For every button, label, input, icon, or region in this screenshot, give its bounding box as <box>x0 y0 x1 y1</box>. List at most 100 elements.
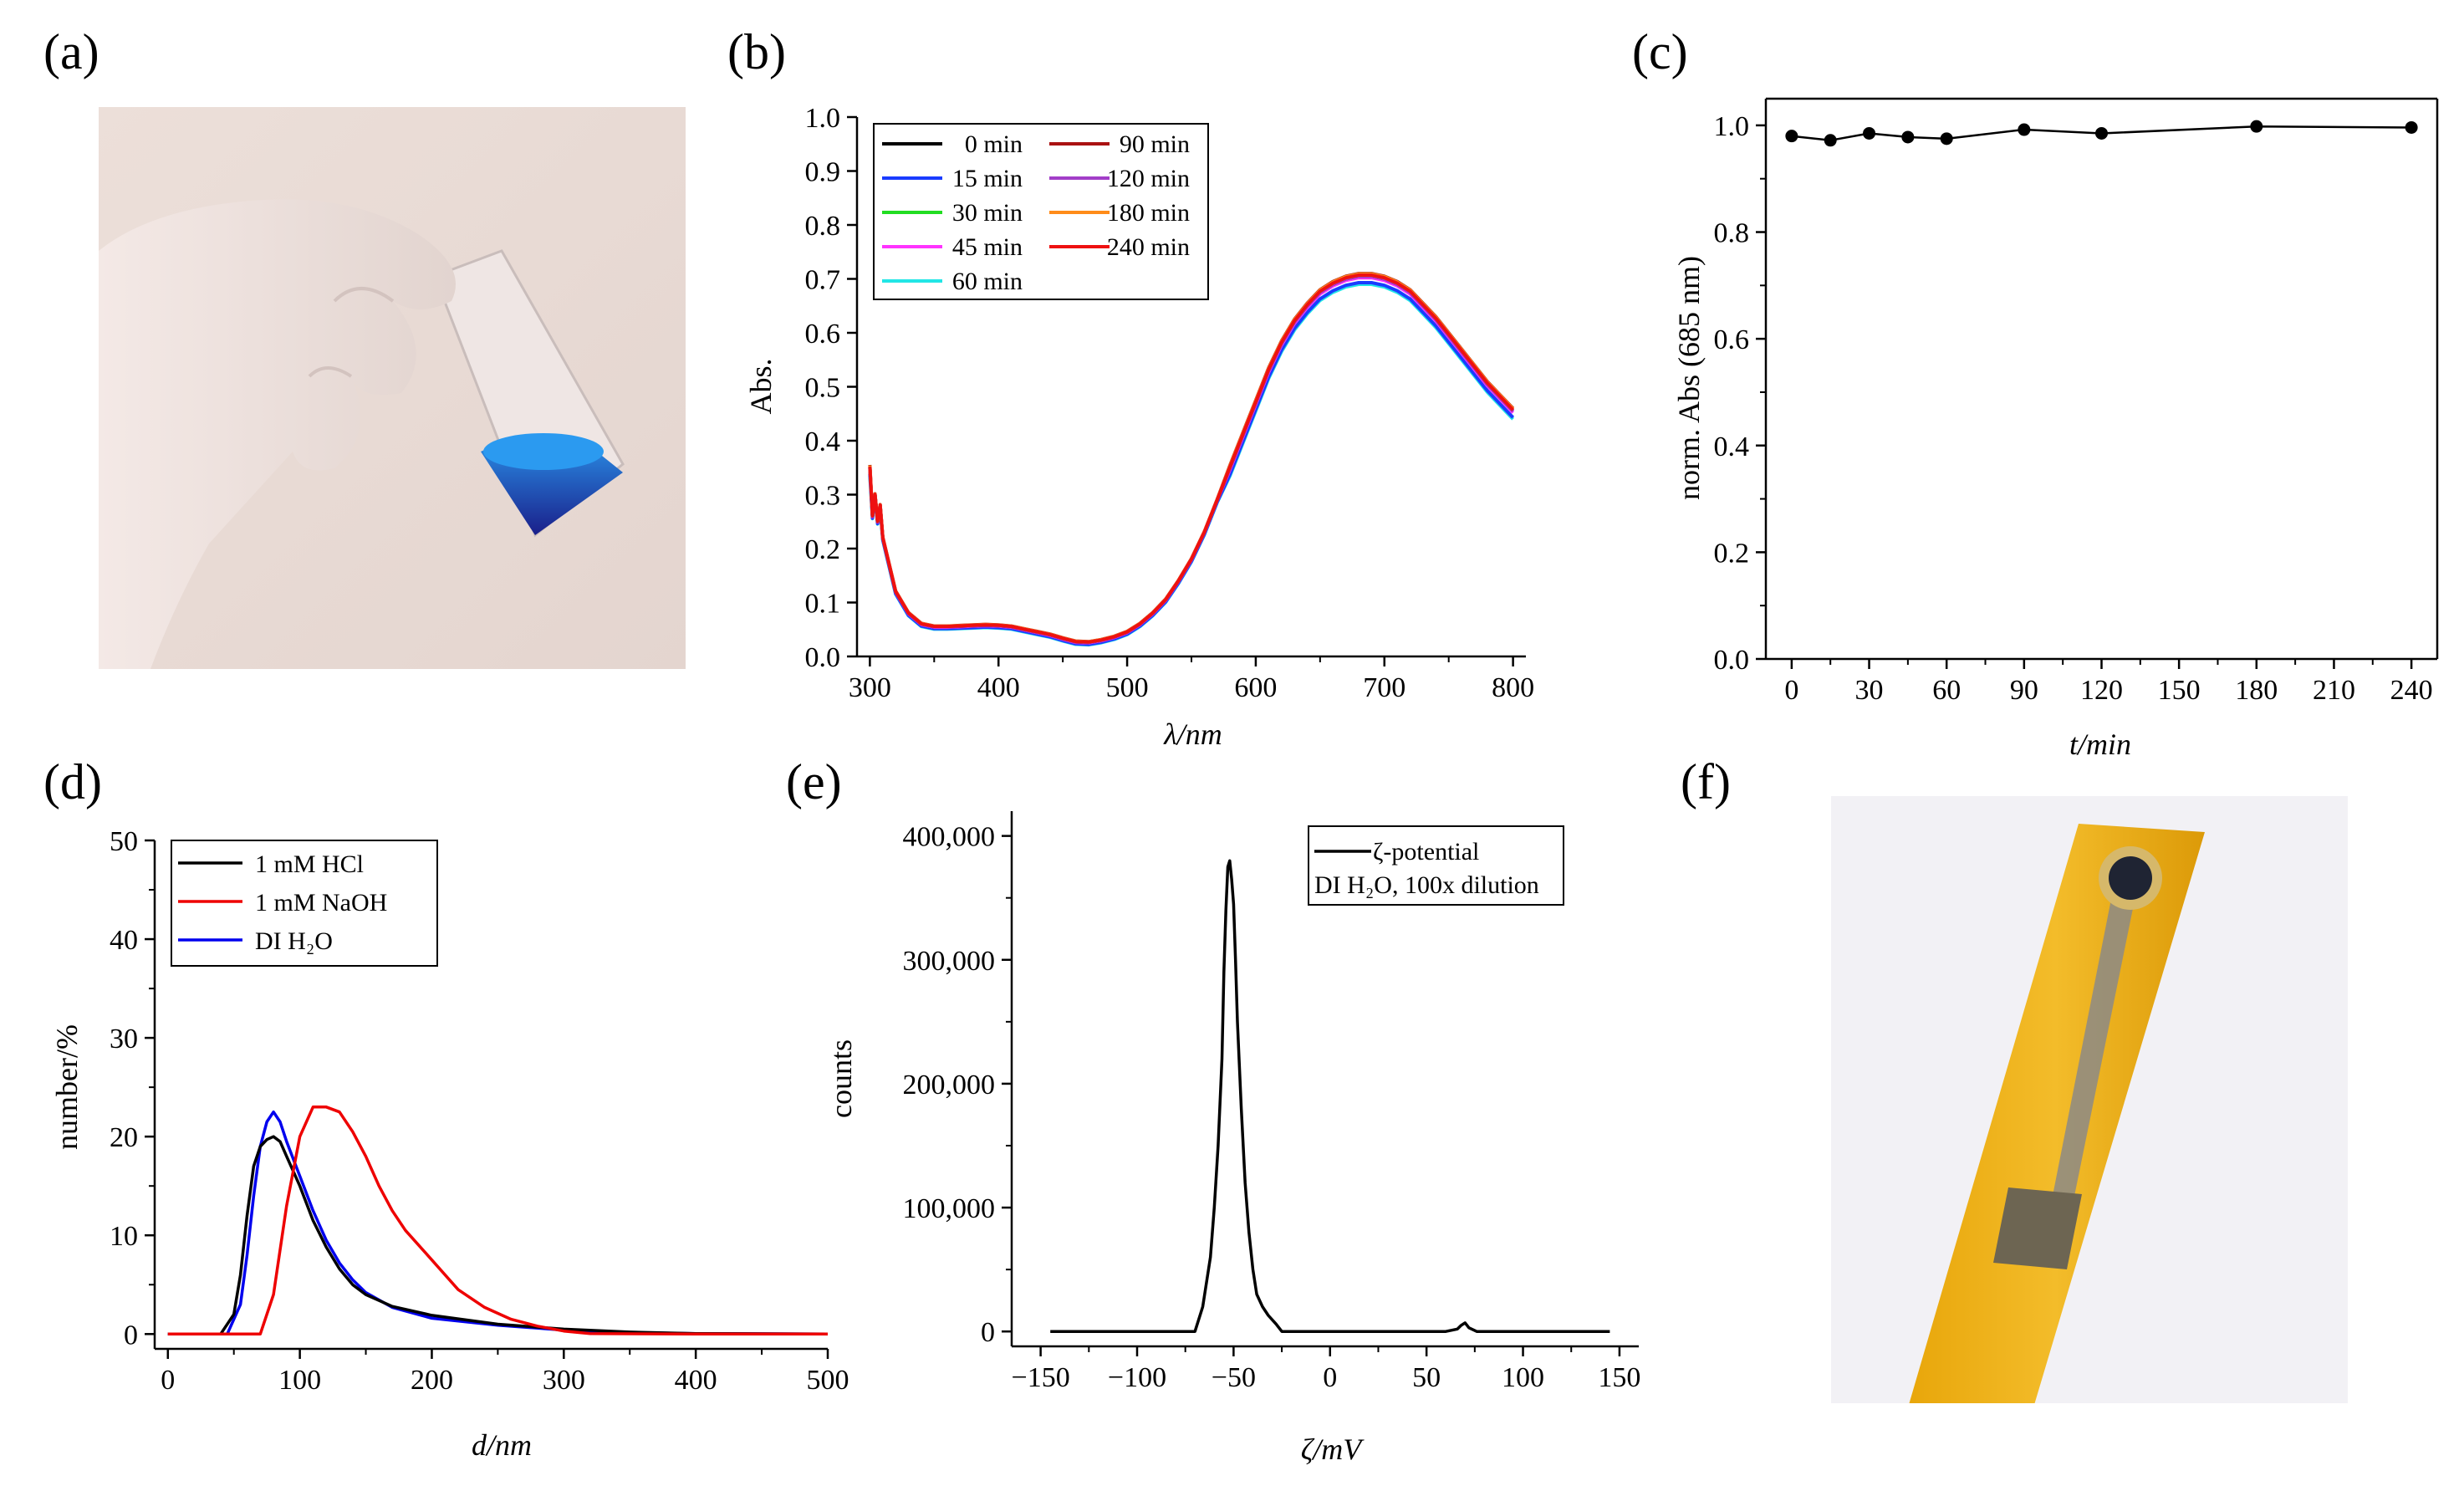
chart-c-y-tick-label: 0.2 <box>1714 538 1750 569</box>
chart-b-x-tick-label: 600 <box>1234 672 1277 703</box>
chart-c-y-tick-label: 0.4 <box>1714 432 1750 462</box>
chart-b-legend-label: 120 min <box>1107 165 1190 192</box>
chart-d-x-tick-label: 300 <box>543 1365 585 1396</box>
chart-c-point <box>2095 126 2108 140</box>
chart-e-x-tick-label: 0 <box>1323 1362 1337 1393</box>
chart-b-y-tick-label: 1.0 <box>805 103 841 134</box>
chart-d-legend-label: 1 mM NaOH <box>255 889 387 917</box>
chart-c-x-tick-label: 30 <box>1855 675 1884 706</box>
chart-b-series-line <box>868 281 1515 646</box>
chart-b-series-line <box>868 273 1515 644</box>
chart-d-y-tick-label: 0 <box>124 1320 138 1351</box>
chart-c-x-tick-label: 60 <box>1932 675 1961 706</box>
panel-label-c: (c) <box>1632 24 1688 79</box>
chart-e-zeta-potential: −150 −100 −50 0 50 100 150 0 100,000 200,000 300,0… <box>824 811 1640 1466</box>
chart-c-y-axis-label: norm. Abs (685 nm) <box>1672 256 1706 500</box>
chart-c-x-tick-label: 240 <box>2390 675 2433 706</box>
chart-b-x-tick-label: 800 <box>1492 672 1534 703</box>
chart-e-x-axis-label: ζ/mV <box>1301 1432 1365 1466</box>
chart-e-line <box>1050 859 1610 1333</box>
chart-d-x-axis-label: d/nm <box>472 1428 532 1462</box>
chart-b-series-line <box>868 272 1515 644</box>
chart-e-x-tick-label: 150 <box>1598 1362 1640 1393</box>
chart-e-legend-label: ζ-potential <box>1373 838 1479 866</box>
chart-d-y-tick-label: 50 <box>110 826 138 857</box>
chart-b-x-tick-label: 400 <box>977 672 1020 703</box>
chart-e-x-tick-label: 100 <box>1502 1362 1544 1393</box>
chart-b-y-tick-label: 0.2 <box>805 534 841 565</box>
chart-b-legend-label: 180 min <box>1107 199 1190 227</box>
chart-d-y-tick-label: 10 <box>110 1221 138 1252</box>
chart-b-y-tick-label: 0.9 <box>805 157 841 188</box>
chart-c-y-tick-label: 0.6 <box>1714 324 1750 355</box>
chart-c-point <box>1901 130 1915 144</box>
panel-label-f: (f) <box>1681 754 1731 809</box>
chart-c-point <box>2405 120 2418 134</box>
photo-sensor-strip <box>1831 796 2348 1403</box>
chart-b-y-axis-label: Abs. <box>744 358 778 414</box>
chart-b-y-tick-label: 0.8 <box>805 211 841 242</box>
chart-d-series-line <box>167 1135 829 1336</box>
chart-c-x-tick-label: 120 <box>2080 675 2123 706</box>
chart-b-y-tick-label: 0.5 <box>805 373 841 404</box>
chart-d-y-tick-label: 40 <box>110 925 138 956</box>
chart-d-legend-label: DI H₂O <box>255 927 333 955</box>
chart-b-y-tick-label: 0.4 <box>805 426 841 457</box>
chart-b-series-line <box>868 274 1515 645</box>
chart-d-x-tick-label: 100 <box>278 1365 321 1396</box>
chart-e-y-axis-label: counts <box>824 1039 858 1118</box>
chart-c-y-tick-label: 0.8 <box>1714 218 1750 249</box>
chart-b-series-line <box>868 272 1515 644</box>
chart-c-point <box>1940 132 1953 146</box>
chart-b-series-line <box>868 274 1515 645</box>
chart-c-x-tick-label: 180 <box>2235 675 2278 706</box>
chart-c-point <box>1824 134 1837 147</box>
chart-b-legend-label: 90 min <box>1120 130 1190 158</box>
photo-vial <box>99 107 686 669</box>
chart-e-y-tick-label: 0 <box>981 1317 995 1348</box>
chart-b-legend-label: 30 min <box>952 199 1023 227</box>
chart-b-legend-label: 0 min <box>965 130 1023 158</box>
chart-d-x-tick-label: 400 <box>675 1365 717 1396</box>
chart-d-x-tick-label: 200 <box>411 1365 453 1396</box>
chart-c-y-tick-label: 1.0 <box>1714 111 1750 142</box>
chart-e-x-tick-label: 50 <box>1412 1362 1441 1393</box>
chart-c-point <box>2018 123 2031 136</box>
chart-c-x-tick-label: 210 <box>2313 675 2355 706</box>
chart-d-size-distribution: 0 100 200 300 400 500 0 10 20 30 40 50 1 mM HCl 1 mM … <box>50 826 849 1462</box>
chart-e-legend-box <box>1308 825 1564 906</box>
chart-d-series-line <box>167 1106 828 1336</box>
chart-e-x-tick-label: −50 <box>1212 1362 1256 1393</box>
chart-b-y-tick-label: 0.7 <box>805 265 841 296</box>
chart-b-y-tick-label: 0.0 <box>805 642 841 673</box>
chart-d-y-axis-label: number/% <box>50 1024 84 1150</box>
chart-b-x-axis-label: λ/nm <box>1163 717 1222 751</box>
chart-b-y-tick-label: 0.6 <box>805 319 841 350</box>
chart-e-x-tick-label: −150 <box>1012 1362 1070 1393</box>
chart-d-x-tick-label: 0 <box>161 1365 175 1396</box>
chart-d-y-tick-label: 20 <box>110 1122 138 1153</box>
panel-label-a: (a) <box>43 24 99 79</box>
chart-b-legend-label: 240 min <box>1107 233 1190 261</box>
chart-c-point <box>1863 126 1876 140</box>
chart-e-x-tick-label: −100 <box>1108 1362 1166 1393</box>
chart-b-y-tick-label: 0.3 <box>805 481 841 512</box>
chart-c-x-axis-label: t/min <box>2069 728 2131 761</box>
chart-b-absorbance-spectra: 300 400 500 600 700 800 0.0 0.1 0.2 0.3 0.4 0.5 0.6 0… <box>744 103 1534 751</box>
chart-d-x-tick-label: 500 <box>807 1365 849 1396</box>
chart-d-y-tick-label: 30 <box>110 1024 138 1054</box>
chart-b-x-tick-label: 500 <box>1106 672 1149 703</box>
chart-d-series-line <box>167 1110 829 1336</box>
chart-c-y-tick-label: 0.0 <box>1714 645 1750 676</box>
chart-e-y-tick-label: 300,000 <box>903 946 996 977</box>
chart-b-legend-label: 60 min <box>952 268 1023 295</box>
chart-b-series-line <box>868 276 1515 645</box>
chart-b-series-line <box>868 283 1515 647</box>
chart-d-legend-box <box>171 840 438 967</box>
chart-b-legend-label: 15 min <box>952 165 1023 192</box>
chart-e-y-tick-label: 400,000 <box>903 822 996 853</box>
panel-label-e: (e) <box>786 754 842 809</box>
chart-e-legend-label: DI H₂O, 100x dilution <box>1314 871 1539 899</box>
chart-b-legend-label: 45 min <box>952 233 1023 261</box>
